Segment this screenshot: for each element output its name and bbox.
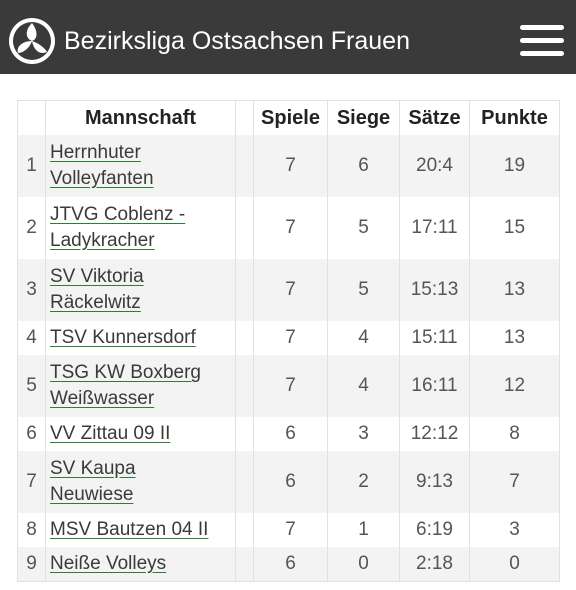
page-title: Bezirksliga Ostsachsen Frauen [64, 27, 410, 55]
col-games-header[interactable]: Spiele [253, 100, 328, 135]
rank-cell: 5 [17, 355, 46, 417]
points-cell: 13 [469, 321, 560, 355]
header-bar: Bezirksliga Ostsachsen Frauen [0, 0, 576, 74]
team-cell: Herrnhuter Volleyfanten [45, 135, 236, 197]
team-link[interactable]: JTVG Coblenz - Ladykracher [50, 204, 186, 251]
wins-cell: 5 [327, 259, 400, 321]
wins-cell: 2 [327, 451, 400, 513]
team-cell: SV Kaupa Neuwiese [45, 451, 236, 513]
col-rank-header [17, 100, 46, 135]
spacer-cell [235, 451, 254, 513]
table-row: 8 MSV Bautzen 04 II 7 1 6:19 3 [17, 513, 560, 547]
games-cell: 6 [253, 417, 328, 451]
points-cell: 0 [469, 547, 560, 582]
points-cell: 12 [469, 355, 560, 417]
table-row: 6 VV Zittau 09 II 6 3 12:12 8 [17, 417, 560, 451]
wins-cell: 4 [327, 321, 400, 355]
hamburger-menu-icon[interactable] [520, 25, 564, 57]
rank-cell: 3 [17, 259, 46, 321]
spacer-cell [235, 513, 254, 547]
sets-cell: 9:13 [399, 451, 470, 513]
team-link[interactable]: Neiße Volleys [50, 552, 167, 574]
wins-cell: 1 [327, 513, 400, 547]
team-link[interactable]: VV Zittau 09 II [50, 423, 171, 444]
games-cell: 6 [253, 451, 328, 513]
rank-cell: 9 [17, 547, 46, 582]
team-link[interactable]: SV Viktoria Räckelwitz [50, 266, 144, 313]
games-cell: 7 [253, 197, 328, 259]
col-points-header[interactable]: Punkte [469, 100, 560, 135]
games-cell: 6 [253, 547, 328, 582]
games-cell: 7 [253, 355, 328, 417]
wins-cell: 5 [327, 197, 400, 259]
spacer-cell [235, 135, 254, 197]
sets-cell: 6:19 [399, 513, 470, 547]
spacer-cell [235, 355, 254, 417]
games-cell: 7 [253, 513, 328, 547]
wins-cell: 3 [327, 417, 400, 451]
games-cell: 7 [253, 259, 328, 321]
points-cell: 3 [469, 513, 560, 547]
team-cell: Neiße Volleys [45, 547, 236, 582]
points-cell: 19 [469, 135, 560, 197]
team-cell: TSV Kunnersdorf [45, 321, 236, 355]
spacer-cell [235, 197, 254, 259]
rank-cell: 4 [17, 321, 46, 355]
team-cell: TSG KW Boxberg Weißwasser [45, 355, 236, 417]
rank-cell: 6 [17, 417, 46, 451]
table-row: 5 TSG KW Boxberg Weißwasser 7 4 16:11 12 [17, 355, 560, 417]
spacer-cell [235, 321, 254, 355]
spacer-cell [235, 547, 254, 582]
standings-table: Mannschaft Spiele Siege Sätze Punkte 1 He… [17, 100, 560, 582]
table-row: 2 JTVG Coblenz - Ladykracher 7 5 17:11 15 [17, 197, 560, 259]
team-cell: JTVG Coblenz - Ladykracher [45, 197, 236, 259]
col-sets-header[interactable]: Sätze [399, 100, 470, 135]
wins-cell: 6 [327, 135, 400, 197]
wins-cell: 4 [327, 355, 400, 417]
table-row: 1 Herrnhuter Volleyfanten 7 6 20:4 19 [17, 135, 560, 197]
points-cell: 8 [469, 417, 560, 451]
sets-cell: 12:12 [399, 417, 470, 451]
games-cell: 7 [253, 135, 328, 197]
sets-cell: 15:11 [399, 321, 470, 355]
volleyball-icon[interactable] [8, 17, 56, 65]
team-link[interactable]: SV Kaupa Neuwiese [50, 458, 136, 505]
team-cell: VV Zittau 09 II [45, 417, 236, 451]
team-link[interactable]: TSV Kunnersdorf [50, 327, 196, 348]
col-spacer-header [235, 100, 254, 135]
team-cell: MSV Bautzen 04 II [45, 513, 236, 547]
team-cell: SV Viktoria Räckelwitz [45, 259, 236, 321]
points-cell: 13 [469, 259, 560, 321]
sets-cell: 15:13 [399, 259, 470, 321]
rank-cell: 7 [17, 451, 46, 513]
spacer-cell [235, 259, 254, 321]
col-team-header[interactable]: Mannschaft [45, 100, 236, 135]
sets-cell: 16:11 [399, 355, 470, 417]
points-cell: 15 [469, 197, 560, 259]
rank-cell: 2 [17, 197, 46, 259]
sets-cell: 17:11 [399, 197, 470, 259]
spacer-cell [235, 417, 254, 451]
points-cell: 7 [469, 451, 560, 513]
table-row: 9 Neiße Volleys 6 0 2:18 0 [17, 547, 560, 582]
sets-cell: 20:4 [399, 135, 470, 197]
team-link[interactable]: TSG KW Boxberg Weißwasser [50, 362, 201, 409]
table-row: 7 SV Kaupa Neuwiese 6 2 9:13 7 [17, 451, 560, 513]
wins-cell: 0 [327, 547, 400, 582]
games-cell: 7 [253, 321, 328, 355]
table-row: 4 TSV Kunnersdorf 7 4 15:11 13 [17, 321, 560, 355]
sets-cell: 2:18 [399, 547, 470, 582]
team-link[interactable]: MSV Bautzen 04 II [50, 519, 209, 540]
table-row: 3 SV Viktoria Räckelwitz 7 5 15:13 13 [17, 259, 560, 321]
rank-cell: 1 [17, 135, 46, 197]
table-header-row: Mannschaft Spiele Siege Sätze Punkte [17, 100, 560, 135]
team-link[interactable]: Herrnhuter Volleyfanten [50, 142, 154, 189]
rank-cell: 8 [17, 513, 46, 547]
col-wins-header[interactable]: Siege [327, 100, 400, 135]
